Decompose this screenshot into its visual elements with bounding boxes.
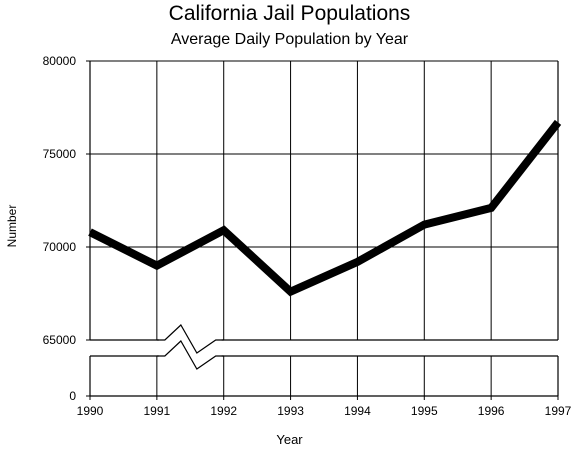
x-tick-label: 1994	[344, 404, 371, 418]
x-tick-label: 1990	[77, 404, 104, 418]
data-point	[423, 224, 425, 226]
x-tick-label: 1997	[545, 404, 572, 418]
axis-break-zigzag	[156, 340, 224, 370]
data-point	[356, 261, 358, 263]
x-tick-label: 1993	[277, 404, 304, 418]
y-tick-label: 70000	[43, 240, 77, 254]
data-point	[223, 229, 225, 231]
chart-subtitle: Average Daily Population by Year	[170, 31, 409, 48]
data-point	[156, 265, 158, 267]
y-tick-label: 65000	[43, 333, 77, 347]
y-tick-label: 80000	[43, 54, 77, 68]
x-axis-label: Year	[276, 432, 303, 447]
data-point	[490, 207, 492, 209]
y-tick-label: 0	[69, 389, 76, 403]
x-tick-label: 1996	[478, 404, 505, 418]
y-tick-label: 75000	[43, 147, 77, 161]
data-point	[89, 231, 91, 233]
x-tick-label: 1991	[144, 404, 171, 418]
axis-break-zigzag	[156, 324, 224, 354]
data-point	[290, 291, 292, 293]
data-point	[557, 121, 559, 123]
series-line	[88, 119, 562, 297]
x-tick-label: 1992	[210, 404, 237, 418]
x-tick-label: 1995	[411, 404, 438, 418]
chart-title: California Jail Populations	[168, 2, 411, 25]
